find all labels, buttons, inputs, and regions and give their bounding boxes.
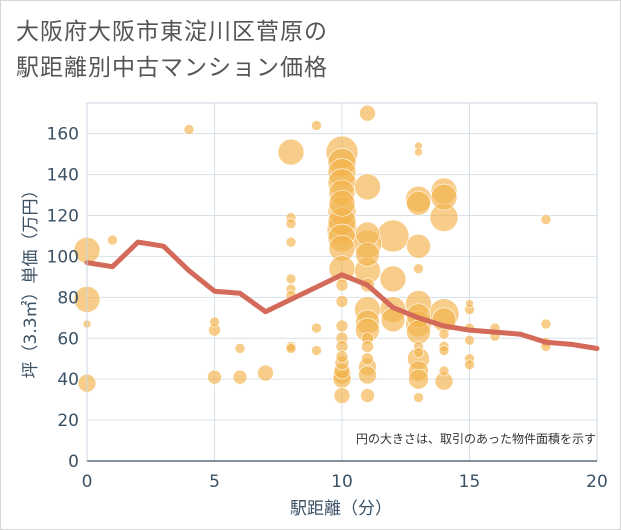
chart-title-line1: 大阪府大阪市東淀川区菅原の <box>16 19 328 45</box>
bubble-point <box>358 365 377 385</box>
bubble-point <box>413 347 424 358</box>
y-axis-title: 坪（3.3㎡）単価（万円） <box>21 181 41 378</box>
bubble-point <box>354 173 381 201</box>
bubble-point <box>285 236 297 248</box>
x-tick-label: 5 <box>209 472 220 492</box>
bubble-point <box>540 214 552 225</box>
x-tick-label: 10 <box>331 472 353 492</box>
bubble-point <box>414 147 423 157</box>
bubble-point <box>464 335 475 346</box>
bubble-point <box>359 104 376 122</box>
bubble-point <box>464 359 475 371</box>
bubble-point <box>406 233 431 259</box>
x-tick-label: 20 <box>586 472 608 492</box>
bubble-point <box>311 322 322 334</box>
bubble-point <box>376 219 410 253</box>
bubble-point <box>234 343 246 354</box>
x-tick-label: 0 <box>82 472 93 492</box>
bubble-point <box>540 318 552 330</box>
y-tick-label: 0 <box>68 452 79 472</box>
x-axis-title: 駅距離（分） <box>290 499 392 519</box>
bubble-point <box>361 340 374 353</box>
bubble-point <box>465 299 474 308</box>
bubble-point <box>333 387 351 404</box>
bubble-point <box>355 242 380 267</box>
y-tick-label: 40 <box>57 370 79 390</box>
bubble-point <box>361 352 374 366</box>
bubble-point <box>285 218 297 229</box>
bubble-point <box>408 368 429 390</box>
y-tick-label: 20 <box>57 411 79 431</box>
axes <box>86 103 597 462</box>
y-tick-label: 60 <box>57 329 79 349</box>
chart-title-line2: 駅距離別中古マンション価格 <box>16 55 328 81</box>
bubble-point <box>183 124 195 135</box>
y-tick-label: 120 <box>47 207 79 227</box>
y-tick-label: 140 <box>47 166 79 186</box>
bubble-point <box>232 369 248 385</box>
bubble-point <box>335 350 349 363</box>
bubble-point <box>285 343 297 354</box>
y-tick-label: 80 <box>57 288 79 308</box>
bubble-point <box>328 189 356 217</box>
bubble-point <box>335 295 349 308</box>
bubble-point <box>430 183 458 211</box>
bubble-point <box>207 369 222 385</box>
bubble-point <box>107 234 118 246</box>
bubble-point <box>406 319 431 345</box>
bubble-point <box>209 316 220 328</box>
tick-labels: 0 20 40 60 80 100 120 140 160 0 5 10 15 20 <box>47 125 608 492</box>
bubble-point <box>406 190 431 216</box>
chart-title: 大阪府大阪市東淀川区菅原の 駅距離別中古マンション価格 <box>16 14 328 86</box>
average-price-line <box>84 239 600 351</box>
bubble-point <box>438 365 450 377</box>
trend-line <box>84 239 600 351</box>
bubble-point <box>438 345 450 356</box>
bubble-point <box>311 120 322 131</box>
x-tick-label: 15 <box>459 472 481 492</box>
bubble-point <box>379 265 407 293</box>
bubble-point <box>335 319 349 333</box>
bubble-point <box>438 328 450 340</box>
bubble-point <box>413 392 424 403</box>
bubble-point <box>285 273 297 285</box>
bubble-point <box>413 263 424 275</box>
y-tick-label: 100 <box>47 247 79 267</box>
y-tick-label: 160 <box>47 125 79 145</box>
bubble-point <box>311 345 322 356</box>
bubble-point <box>360 388 375 403</box>
bubble-point <box>257 364 274 382</box>
size-note: 円の大きさは、取引のあった物件面積を示す <box>356 431 596 446</box>
bubble-point <box>335 278 349 292</box>
bubble-point <box>277 138 305 166</box>
